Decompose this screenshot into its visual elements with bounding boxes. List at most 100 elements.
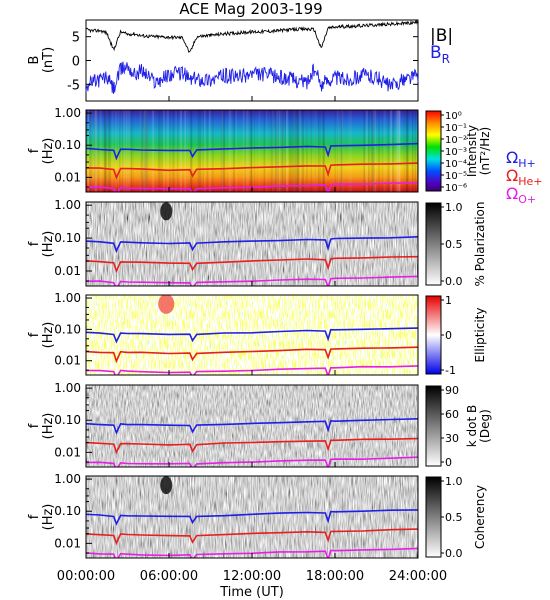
- k-dot-b-ylabel: f: [27, 423, 42, 428]
- gyro-line-heplus: [86, 346, 418, 364]
- time-axis-label: Time (UT): [219, 585, 284, 600]
- y-tick-label: 0: [72, 55, 80, 70]
- polarization-yunit: (Hz): [41, 231, 56, 258]
- freq-tick-label: 0.01: [54, 445, 81, 459]
- colorbar-tick-label: 0: [445, 456, 452, 469]
- coherency-yunit: (Hz): [41, 504, 56, 531]
- panel-magnetic-field: 50-5 B (nT) |B| BR: [27, 19, 453, 102]
- coherency-spectrogram: [86, 476, 418, 558]
- freq-tick-label: 0.01: [54, 536, 81, 550]
- gyro-line-oplus: [86, 456, 418, 467]
- freq-tick-label: 0.10: [54, 138, 81, 152]
- colorbar-tick-label: 1.0: [445, 201, 463, 214]
- legend-omega-hplus-sub: H+: [518, 157, 536, 170]
- colorbar-tick-label: 10⁻²: [445, 135, 467, 146]
- panel-coherency: 1.00 0.10 0.01 f (Hz) 1.0 0.5 0.0 Coherency: [27, 472, 487, 560]
- freq-tick-label: 1.00: [54, 106, 81, 120]
- colorbar-tick-label: 0.0: [445, 547, 463, 560]
- legend-br: BR: [430, 43, 450, 66]
- freq-tick-label: 1.00: [54, 472, 81, 486]
- ellipticity-colorbar-label: Ellipticity: [473, 308, 487, 363]
- freq-tick-label: 0.01: [54, 264, 81, 278]
- legend-omega-heplus: ΩHe+: [506, 166, 543, 188]
- x-tick-label: 24:00:00: [389, 569, 447, 584]
- freq-tick-label: 1.00: [54, 291, 81, 305]
- ellipticity-ylabel: f: [27, 332, 42, 337]
- coherency-colorbar-label: Coherency: [473, 485, 487, 549]
- gyro-line-heplus: [86, 255, 418, 274]
- colorbar-tick-label: 10⁰: [445, 111, 462, 122]
- gyro-line-hplus: [86, 327, 418, 344]
- spectrogram-panels: 1.000.100.01f (Hz)10⁰10⁻¹10⁻²10⁻³10⁻⁴10⁻⁵…: [27, 106, 492, 560]
- ellipticity-yunit: (Hz): [41, 322, 56, 349]
- magnetic-field-ylabel: B: [27, 56, 42, 65]
- panel-k-dot-b: 1.00 0.10 0.01 f (Hz) 90 60 30 0 k dot B (Deg): [27, 381, 492, 469]
- coherency-colorbar: [425, 476, 442, 558]
- colorbar-tick-label: 0.5: [445, 511, 463, 524]
- gyro-line-oplus: [86, 365, 418, 375]
- y-tick-label: 5: [72, 31, 80, 46]
- intensity-ylabel: f: [27, 148, 42, 153]
- colorbar-tick-label: 0.0: [445, 275, 463, 288]
- legend-omega-hplus-symbol: Ω: [506, 148, 518, 167]
- gyro-line-heplus: [86, 162, 418, 180]
- gyro-line-oplus: [86, 547, 418, 558]
- gyro-line-heplus: [86, 528, 418, 546]
- panel-ellipticity: 1.00 0.10 0.01 f (Hz) 1 0 -1 Ellipticity: [27, 291, 487, 377]
- k-dot-b-colorbar: [425, 385, 442, 467]
- x-tick-label: 06:00:00: [140, 569, 198, 584]
- colorbar-tick-label: -1: [445, 364, 456, 377]
- colorbar-tick-label: 10⁻⁵: [445, 171, 467, 182]
- gyro-line-oplus: [86, 275, 418, 286]
- intensity-spectrogram: [86, 110, 418, 192]
- k-dot-b-colorbar-label: k dot B: [465, 405, 479, 447]
- legend-br-base: B: [430, 43, 442, 63]
- colorbar-tick-label: 1.0: [445, 475, 463, 488]
- intensity-colorbar: [425, 110, 442, 192]
- series-line-br: [85, 61, 419, 94]
- gyro-legend: ΩH+ ΩHe+ ΩO+: [506, 148, 543, 206]
- legend-bmag: |B|: [430, 26, 453, 46]
- x-tick-label: 18:00:00: [306, 569, 364, 584]
- colorbar-tick-label: 0: [445, 329, 452, 342]
- magnetic-field-lines: [85, 19, 419, 94]
- magnetic-field-yunit: (nT): [41, 47, 56, 73]
- polarization-ylabel: f: [27, 241, 42, 246]
- gyro-line-hplus: [86, 509, 418, 526]
- coherency-ylabel: f: [27, 514, 42, 519]
- legend-omega-oplus: ΩO+: [506, 184, 536, 206]
- freq-tick-label: 0.10: [54, 322, 81, 336]
- ellipticity-colorbar: [425, 295, 442, 375]
- gyro-line-hplus: [86, 418, 418, 435]
- gyro-line-hplus: [86, 236, 418, 254]
- k-dot-b-spectrogram: [86, 385, 418, 467]
- legend-br-sub: R: [442, 52, 450, 66]
- legend-omega-heplus-sub: He+: [518, 175, 542, 188]
- colorbar-tick-label: 1: [445, 294, 452, 307]
- ellipticity-spectrogram: [86, 295, 418, 375]
- colorbar-tick-label: 60: [445, 408, 459, 421]
- colorbar-tick-label: 10⁻⁴: [445, 159, 467, 170]
- gyro-line-hplus: [86, 142, 418, 161]
- y-tick-label: -5: [67, 78, 80, 93]
- legend-omega-heplus-symbol: Ω: [506, 166, 518, 185]
- x-tick-label: 00:00:00: [57, 569, 115, 584]
- polarization-colorbar-label: % Polarization: [473, 202, 487, 287]
- freq-tick-label: 1.00: [54, 198, 81, 212]
- freq-tick-label: 0.10: [54, 504, 81, 518]
- panel-polarization: 1.00 0.10 0.01 f (Hz) 1.0 0.5 0.0 % Polarization: [27, 198, 487, 288]
- time-axis: 00:00:00 06:00:00 12:00:00 18:00:00 24:00:00: [57, 569, 447, 584]
- series-line-bmag: [85, 19, 419, 53]
- panel-intensity: 1.00 0.10 0.01 f (Hz) 10⁰10⁻¹10⁻²10⁻³10⁻⁴10⁻⁵…: [27, 106, 492, 194]
- legend-omega-oplus-sub: O+: [518, 193, 536, 206]
- magnetic-field-y-ticks: 5 0 -5: [67, 31, 419, 101]
- colorbar-tick-label: 10⁻³: [445, 147, 467, 158]
- freq-tick-label: 0.10: [54, 413, 81, 427]
- colorbar-tick-label: 30: [445, 432, 459, 445]
- k-dot-b-colorbar-unit: (Deg): [478, 409, 492, 443]
- freq-tick-label: 0.10: [54, 231, 81, 245]
- colorbar-tick-label: 0.5: [445, 238, 463, 251]
- gyro-line-oplus: [86, 182, 418, 192]
- freq-tick-label: 1.00: [54, 381, 81, 395]
- figure-title: ACE Mag 2003-199: [179, 0, 322, 18]
